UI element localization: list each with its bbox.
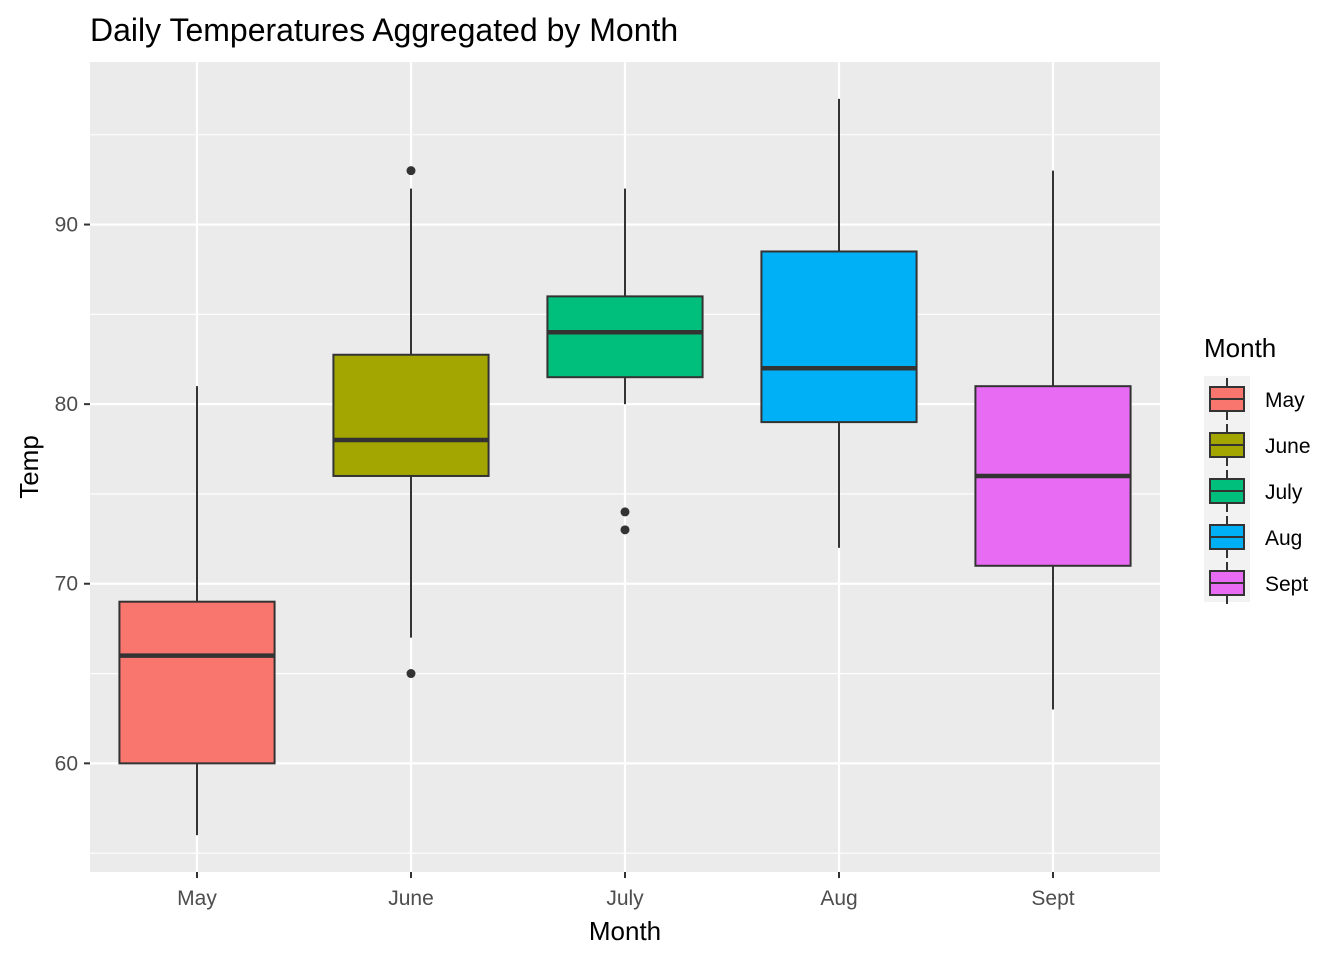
x-tick-label: Sept [1031, 887, 1074, 910]
box-aug [760, 98, 918, 548]
y-axis-label: Temp [14, 435, 44, 499]
boxes [118, 98, 1132, 836]
outlier-point [620, 525, 630, 535]
chart-title: Daily Temperatures Aggregated by Month [90, 12, 678, 48]
legend-label: Sept [1265, 573, 1308, 596]
legend-item-june: June [1209, 424, 1311, 466]
box [332, 353, 490, 477]
outlier-point [620, 507, 630, 517]
legend-item-aug: Aug [1209, 516, 1302, 558]
legend-item-sept: Sept [1209, 562, 1308, 604]
legend-item-july: July [1209, 470, 1303, 512]
y-tick-label: 60 [55, 752, 78, 775]
legend-label: July [1265, 481, 1303, 504]
x-tick-label: Aug [820, 887, 857, 910]
x-axis-label: Month [589, 916, 661, 946]
outlier-point [406, 669, 416, 679]
legend-label: June [1265, 435, 1311, 458]
outlier-point [406, 166, 416, 176]
box [118, 600, 276, 765]
box [546, 295, 704, 379]
box-may [118, 386, 276, 836]
legend: Month May June July Aug Sept [1204, 333, 1311, 604]
legend-label: Aug [1265, 527, 1302, 550]
y-tick-label: 80 [55, 393, 78, 416]
y-tick-label: 70 [55, 573, 78, 596]
legend-label: May [1265, 389, 1305, 412]
axes: 60 70 80 90 May June July Aug Sept [55, 214, 1075, 910]
box-sept [974, 170, 1132, 710]
box-july [546, 188, 704, 535]
x-tick-label: May [177, 887, 217, 910]
x-tick-label: June [388, 887, 434, 910]
x-tick-label: July [606, 887, 644, 910]
y-tick-label: 90 [55, 214, 78, 237]
box [760, 250, 918, 424]
legend-item-may: May [1209, 378, 1305, 420]
box-june [332, 166, 490, 679]
legend-title: Month [1204, 333, 1276, 363]
